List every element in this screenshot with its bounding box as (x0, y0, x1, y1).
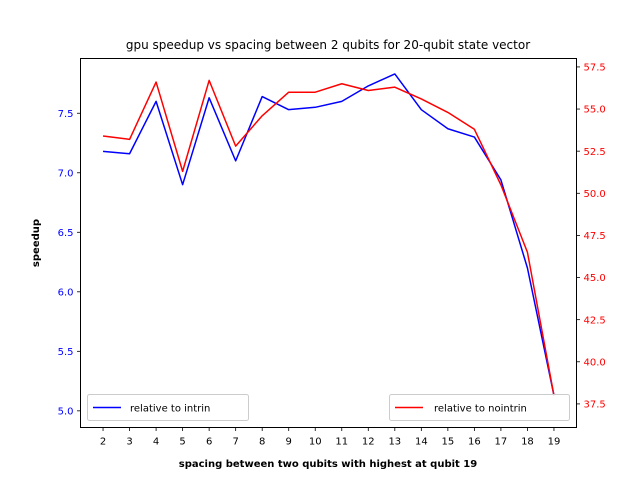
right-y-tick-label: 50.0 (584, 189, 606, 200)
legend-box (389, 394, 570, 421)
left-y-axis-ticks: 5.0 5.5 6.0 6.5 7.0 7.5 (58, 109, 81, 417)
x-tick-label: 3 (126, 437, 132, 448)
chart-title: gpu speedup vs spacing between 2 qubits … (126, 38, 530, 52)
x-tick-label: 9 (286, 437, 292, 448)
x-tick-label: 12 (362, 437, 375, 448)
x-tick-label: 16 (468, 437, 481, 448)
x-tick-label: 17 (495, 437, 508, 448)
x-tick-label: 15 (441, 437, 454, 448)
right-y-axis-ticks: 37.5 40.0 42.5 45.0 47.5 50.0 52.5 55.0 57.5 (576, 63, 606, 411)
left-y-axis-label: speedup (31, 219, 42, 267)
left-y-tick-label: 7.5 (58, 109, 74, 120)
x-tick-label: 7 (232, 437, 238, 448)
left-y-tick-label: 6.5 (58, 228, 74, 239)
x-tick-label: 2 (100, 437, 106, 448)
right-y-tick-label: 45.0 (584, 273, 606, 284)
right-y-tick-label: 40.0 (584, 357, 606, 368)
right-y-tick-label: 55.0 (584, 105, 606, 116)
right-y-tick-label: 52.5 (584, 147, 606, 158)
legend-box (87, 394, 249, 421)
x-axis-label: spacing between two qubits with highest … (179, 459, 478, 470)
x-tick-label: 14 (415, 437, 428, 448)
x-tick-label: 18 (521, 437, 534, 448)
right-y-tick-label: 42.5 (584, 315, 606, 326)
left-y-tick-label: 5.5 (58, 347, 74, 358)
legend-intrin: relative to intrin (87, 394, 249, 421)
x-tick-label: 13 (388, 437, 401, 448)
plot-frame (80, 58, 577, 428)
legend-label-intrin: relative to intrin (130, 404, 210, 415)
series-line-nointrin (102, 79, 555, 396)
left-y-tick-label: 5.0 (58, 406, 74, 417)
x-axis-ticks: 2 3 4 5 6 7 8 9 10 11 12 13 14 15 16 17 18 19 (100, 427, 561, 448)
x-tick-label: 6 (206, 437, 212, 448)
plot-lines (102, 73, 555, 396)
right-y-tick-label: 47.5 (584, 231, 606, 242)
right-y-tick-label: 37.5 (584, 400, 606, 411)
x-tick-label: 8 (259, 437, 265, 448)
x-tick-label: 4 (153, 437, 159, 448)
right-y-tick-label: 57.5 (584, 63, 606, 74)
left-y-tick-label: 6.0 (58, 287, 74, 298)
series-line-intrin (102, 73, 555, 396)
legend-label-nointrin: relative to nointrin (434, 404, 527, 415)
x-tick-label: 10 (309, 437, 322, 448)
x-tick-label: 5 (179, 437, 185, 448)
x-tick-label: 19 (548, 437, 561, 448)
x-tick-label: 11 (335, 437, 348, 448)
left-y-tick-label: 7.0 (58, 168, 74, 179)
legend-nointrin: relative to nointrin (389, 394, 570, 421)
